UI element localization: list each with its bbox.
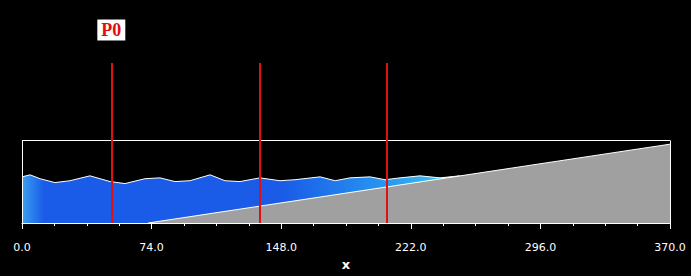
svg-text:148.0: 148.0	[265, 241, 297, 254]
svg-text:296.0: 296.0	[525, 241, 557, 254]
svg-text:370.0: 370.0	[654, 241, 686, 254]
svg-text:222.0: 222.0	[395, 241, 427, 254]
svg-text:P0: P0	[101, 20, 121, 40]
svg-text:74.0: 74.0	[139, 241, 164, 254]
svg-text:x: x	[342, 257, 351, 272]
svg-text:0.0: 0.0	[13, 241, 31, 254]
